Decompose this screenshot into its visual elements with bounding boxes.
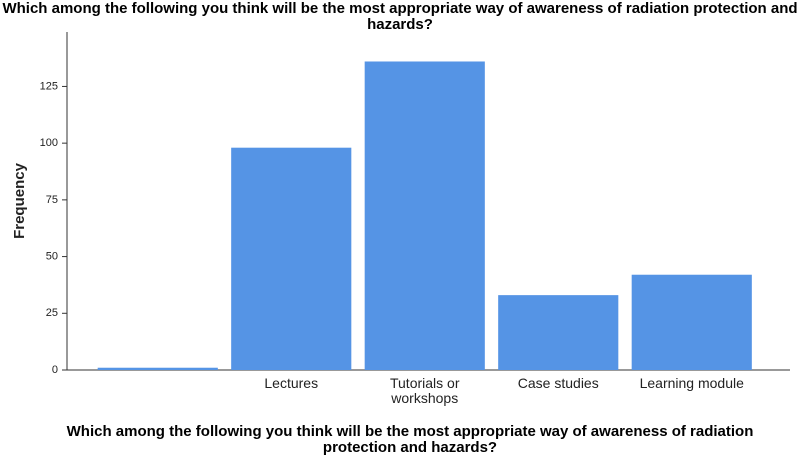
y-tick-label: 0 [52, 364, 58, 376]
y-axis-label: Frequency [11, 162, 28, 239]
x-tick-label: Tutorials or workshops [389, 375, 460, 406]
y-tick-label: 125 [40, 80, 58, 92]
x-tick-label: Lectures [264, 375, 319, 391]
y-tick-label: 50 [46, 250, 58, 262]
y-tick-label: 25 [46, 307, 58, 319]
y-tick-label: 100 [40, 137, 58, 149]
bar [498, 295, 619, 370]
bar [631, 274, 752, 370]
x-tick-label: Case studies [517, 375, 599, 391]
x-axis-label: Which among the following you think will… [66, 423, 754, 456]
bar [97, 367, 218, 370]
x-tick-label: Learning module [639, 375, 744, 391]
chart-title: Which among the following you think will… [2, 0, 798, 33]
bar [231, 147, 352, 370]
y-tick-label: 75 [46, 194, 58, 206]
bar [364, 61, 485, 371]
